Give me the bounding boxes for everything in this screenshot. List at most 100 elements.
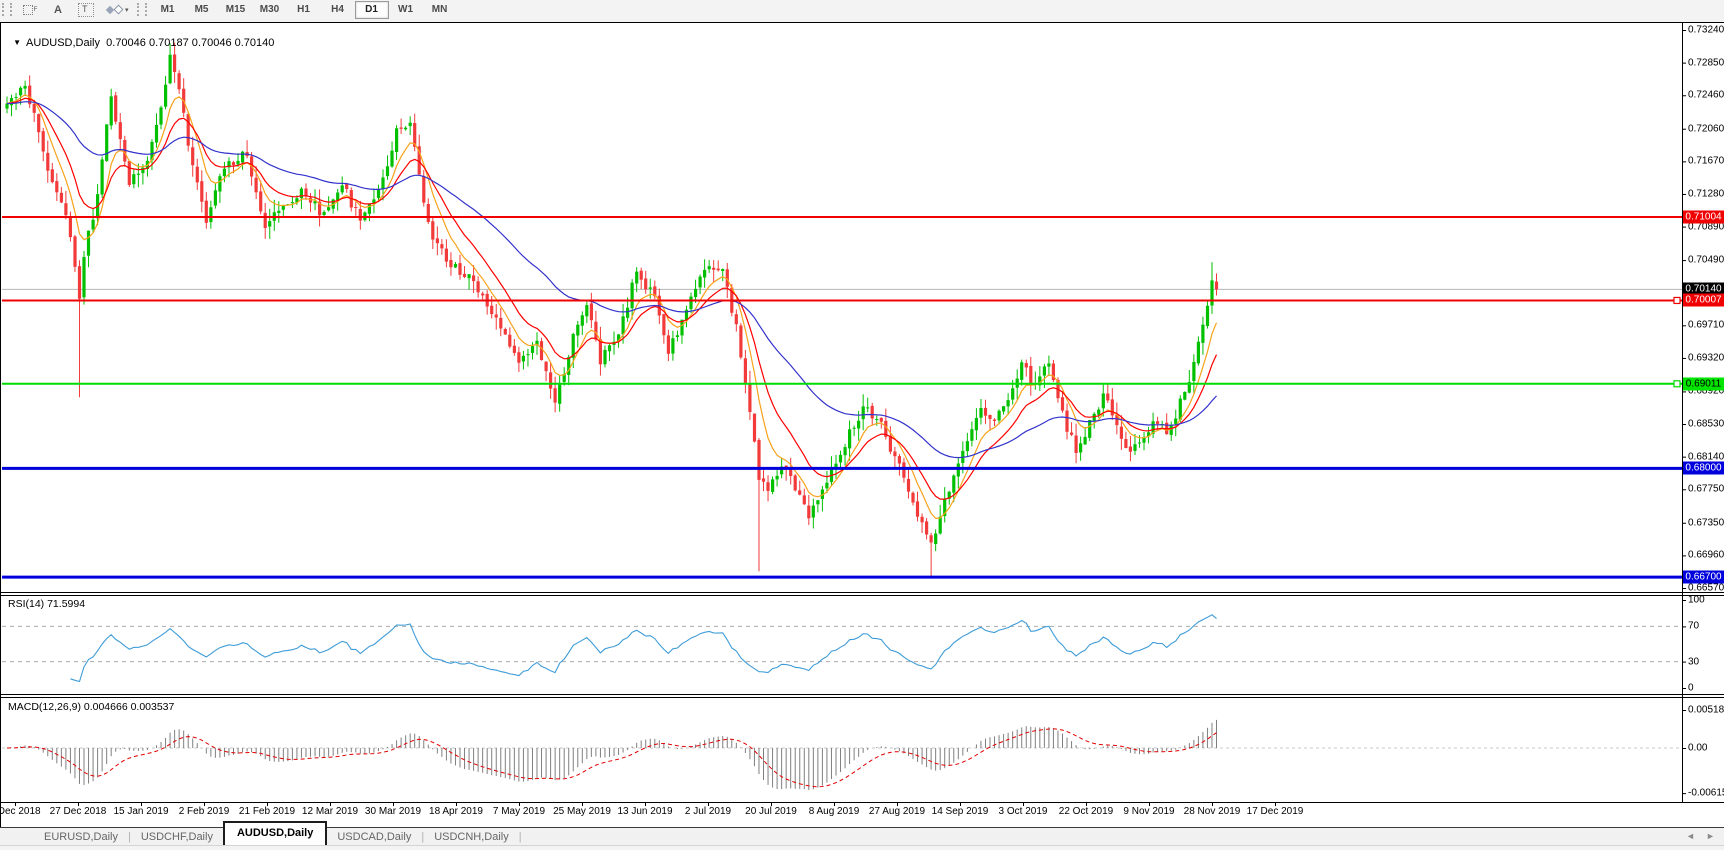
tab-audusd-daily[interactable]: AUDUSD,Daily [222,821,328,845]
text-label-tool-button[interactable]: A [45,1,71,18]
indicator-grid-label: F [33,6,38,13]
date-label: 15 Jan 2019 [113,806,169,817]
timeframe-h1-button[interactable]: H1 [297,4,310,15]
moving-average-line-45 [6,101,1217,459]
date-label: 13 Jun 2019 [617,806,673,817]
date-label: 21 Feb 2019 [238,806,296,817]
timeframe-m30-button[interactable]: M30 [259,4,280,15]
chart-dropdown-icon[interactable]: ▼ [13,38,22,47]
ohlc-close: 0.70140 [234,37,275,49]
rsi-axis-label: 0 [1688,682,1694,694]
rsi-indicator-label: RSI(14) 71.5994 [8,598,86,610]
timeframe-mn-button[interactable]: MN [431,4,448,15]
letter-a-icon: A [54,3,62,16]
macd-indicator-label: MACD(12,26,9) 0.004666 0.003537 [8,701,175,713]
macd-axis-label: 0.005181 [1688,704,1724,716]
timeframe-d1-button[interactable]: D1 [354,0,389,19]
date-label: 8 Dec 2018 [0,806,41,817]
level-line-handle[interactable] [1673,380,1681,388]
timeframe-m1-button[interactable]: M1 [160,4,175,15]
price-tick-label: 0.71670 [1688,155,1724,167]
price-tick-label: 0.73240 [1688,24,1724,36]
timeframe-h4-button[interactable]: H4 [331,4,344,15]
date-label: 30 Mar 2019 [364,806,422,817]
rsi-axis-label: 30 [1688,656,1700,668]
price-badge: 0.68000 [1683,461,1724,475]
macd-signal-line [6,728,1217,788]
rsi-axis-label: 100 [1688,594,1705,606]
date-label: 9 Nov 2019 [1123,806,1175,817]
date-label: 20 Jul 2019 [745,806,797,817]
chevron-down-icon[interactable]: ▾ [125,6,129,14]
date-label: 22 Oct 2019 [1058,806,1114,817]
timeframe-w1-button[interactable]: W1 [398,4,414,15]
letter-t-icon: T [78,2,94,17]
date-label: 3 Oct 2019 [998,806,1048,817]
tab-usdchf-daily[interactable]: USDCHF,Daily [140,830,213,843]
price-badge: 0.71004 [1683,210,1724,224]
price-tick-label: 0.70490 [1688,254,1724,266]
macd-axis-label: 0.00 [1688,742,1708,754]
price-tick-label: 0.66960 [1688,549,1724,561]
ohlc-high: 0.70187 [148,37,189,49]
price-badge: 0.69011 [1683,377,1724,391]
timeframe-m15-button[interactable]: M15 [225,4,246,15]
price-tick-label: 0.68140 [1688,451,1724,463]
price-tick-label: 0.72850 [1688,57,1724,69]
price-tick-label: 0.67750 [1688,483,1724,495]
price-tick-label: 0.70890 [1688,221,1724,233]
indicator-grid-icon[interactable]: F [17,1,43,18]
toolbar-grip[interactable] [2,3,12,16]
candles-layer [5,42,1219,577]
price-tick-label: 0.72460 [1688,89,1724,101]
price-tick-label: 0.67350 [1688,517,1724,529]
date-label: 17 Dec 2019 [1246,806,1304,817]
date-label: 8 Aug 2019 [808,806,860,817]
tab-scroll-left-icon[interactable]: ◄ [1686,831,1695,841]
date-label: 18 Apr 2019 [429,806,483,817]
rsi-line [70,614,1217,683]
price-tick-label: 0.68920 [1688,385,1724,397]
chart-title: ▼ AUDUSD,Daily 0.70046 0.70187 0.70046 0.… [7,25,274,49]
macd-axis-label: -0.006153 [1688,787,1724,799]
tab-separator: | [127,830,131,843]
price-tick-label: 0.69710 [1688,319,1724,331]
price-badge: 0.70007 [1683,293,1724,307]
moving-average-line-14 [6,97,1218,500]
text-box-tool-button[interactable]: T [73,1,99,18]
macd-histogram [11,719,1218,790]
date-label: 25 May 2019 [553,806,611,817]
date-label: 27 Dec 2018 [49,806,107,817]
date-label: 7 May 2019 [492,806,546,817]
price-tick-label: 0.71280 [1688,188,1724,200]
level-line-handle[interactable] [1673,296,1681,305]
ohlc-low: 0.70046 [191,37,232,49]
tab-separator: | [518,830,522,843]
tab-separator: | [421,830,425,843]
status-bar [0,845,1724,850]
chart-symbol-label: AUDUSD,Daily [26,37,101,49]
date-label: 2 Jul 2019 [684,806,732,817]
price-tick-label: 0.69320 [1688,352,1724,364]
price-badge: 0.70140 [1683,282,1724,296]
toolbar-spacer [0,19,1724,22]
price-tick-label: 0.72060 [1688,123,1724,135]
toolbar-grip[interactable] [136,3,147,16]
date-label: 12 Mar 2019 [301,806,359,817]
chart-tab-bar: EURUSD,Daily | USDCHF,Daily AUDUSD,Daily… [0,821,1724,845]
chart-background [0,22,1724,827]
date-label: 2 Feb 2019 [178,806,230,817]
timeframe-m5-button[interactable]: M5 [194,4,209,15]
tab-usdcad-daily[interactable]: USDCAD,Daily [337,830,412,843]
tab-scroll-right-icon[interactable]: ► [1706,831,1715,841]
date-label: 14 Sep 2019 [931,806,989,817]
shapes-tool-button[interactable]: ▾ [101,1,134,18]
price-badge: 0.66700 [1683,570,1724,584]
ohlc-open: 0.70046 [106,37,146,49]
price-tick-label: 0.66570 [1688,582,1724,594]
rsi-axis-label: 70 [1688,620,1700,632]
tab-usdcnh-daily[interactable]: USDCNH,Daily [434,830,509,843]
tab-eurusd-daily[interactable]: EURUSD,Daily [44,830,118,843]
price-tick-label: 0.68530 [1688,418,1724,430]
